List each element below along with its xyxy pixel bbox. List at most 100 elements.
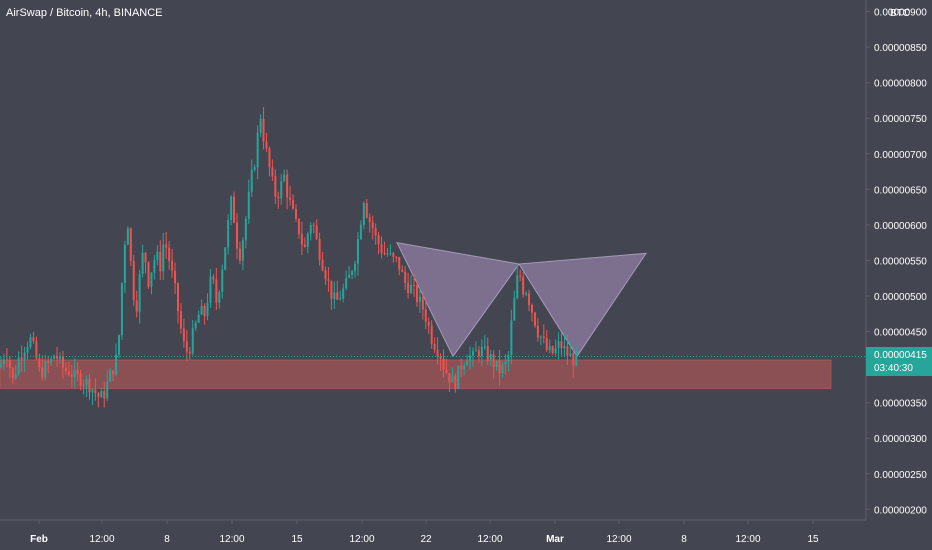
x-tick-label: 12:00 <box>89 534 114 545</box>
candle-body <box>11 367 14 378</box>
candle-body <box>17 357 20 374</box>
candle-body <box>551 346 554 354</box>
candle-body <box>539 336 542 338</box>
candle-body <box>212 276 215 280</box>
candle-body <box>327 279 330 281</box>
candle-body <box>109 370 112 382</box>
candle-body <box>569 353 572 356</box>
candle-body <box>147 262 150 287</box>
candle-body <box>501 364 504 374</box>
candle-body <box>371 222 374 229</box>
y-tick-label: 0.00000250 <box>874 470 927 481</box>
candle-body <box>47 360 50 364</box>
x-tick-label: 15 <box>807 534 819 545</box>
candle-body <box>336 292 339 300</box>
candle-body <box>115 354 118 375</box>
candle-body <box>182 328 185 342</box>
candle-body <box>345 278 348 289</box>
candle-body <box>56 355 59 359</box>
candle-body <box>507 354 510 362</box>
x-tick-label: 12:00 <box>735 534 760 545</box>
candle-body <box>474 350 477 352</box>
candle-body <box>477 350 480 357</box>
candle-body <box>451 375 454 383</box>
candle-body <box>439 356 442 359</box>
chart-title: AirSwap / Bitcoin, 4h, BINANCE <box>6 7 163 19</box>
candle-body <box>421 296 424 310</box>
candle-body <box>233 196 236 223</box>
candle-body <box>483 346 486 348</box>
candle-body <box>91 389 94 393</box>
y-tick-label: 0.00000550 <box>874 256 927 267</box>
candle-body <box>356 238 359 264</box>
candle-body <box>197 314 200 323</box>
candle-body <box>35 340 38 359</box>
candle-body <box>88 378 91 393</box>
candle-body <box>542 336 545 339</box>
candle-body <box>73 370 76 377</box>
candle-body <box>457 365 460 389</box>
candle-body <box>309 225 312 234</box>
x-tick-label: Mar <box>546 534 564 545</box>
candle-body <box>250 169 253 192</box>
x-tick-label: Feb <box>30 534 48 545</box>
candle-body <box>221 269 224 293</box>
candle-body <box>194 322 197 329</box>
x-tick-label: 22 <box>420 534 432 545</box>
candle-body <box>312 225 315 227</box>
candle-body <box>348 275 351 279</box>
candle-body <box>430 325 433 344</box>
support-zone <box>0 359 832 389</box>
candle-body <box>120 283 123 336</box>
candle-body <box>61 356 64 368</box>
candle-body <box>554 347 557 354</box>
candle-body <box>179 311 182 329</box>
candle-body <box>150 272 153 287</box>
candle-body <box>525 293 528 295</box>
candle-body <box>59 356 61 359</box>
candle-body <box>563 346 566 349</box>
candle-body <box>247 191 250 219</box>
candle-body <box>0 364 2 368</box>
candle-body <box>118 335 120 355</box>
candle-body <box>79 373 82 386</box>
y-tick-label: 0.00000700 <box>874 150 927 161</box>
candle-body <box>259 118 262 133</box>
axis-currency-label: BTC <box>890 8 910 19</box>
candle-body <box>410 284 413 293</box>
y-tick-label: 0.00000600 <box>874 221 927 232</box>
candle-body <box>82 384 85 386</box>
candle-body <box>171 260 174 271</box>
candle-body <box>238 248 241 261</box>
candle-body <box>162 244 165 272</box>
harmonic-pattern-triangle[interactable] <box>396 242 520 358</box>
harmonic-pattern-triangle[interactable] <box>518 252 647 358</box>
candle-body <box>362 203 365 225</box>
candle-body <box>123 244 126 284</box>
candle-body <box>20 357 23 360</box>
candle-body <box>2 359 5 365</box>
candle-body <box>265 141 268 149</box>
candle-body <box>295 208 297 219</box>
y-tick-label: 0.00000850 <box>874 43 927 54</box>
x-tick-label: 8 <box>681 534 687 545</box>
y-tick-label: 0.00000350 <box>874 399 927 410</box>
candle-body <box>572 353 575 366</box>
candle-body <box>100 391 103 398</box>
candle-body <box>413 284 415 286</box>
candle-body <box>191 328 194 354</box>
candle-body <box>442 358 445 370</box>
candle-body <box>271 167 274 177</box>
candle-body <box>144 252 147 263</box>
candle-body <box>528 293 531 305</box>
x-tick-label: 12:00 <box>219 534 244 545</box>
candle-body <box>386 253 389 255</box>
candle-body <box>256 132 259 168</box>
candle-body <box>398 256 401 270</box>
candle-body <box>38 358 41 368</box>
candle-body <box>424 309 427 322</box>
candle-body <box>359 224 362 239</box>
candle-body <box>377 235 380 245</box>
candle-body <box>560 341 563 349</box>
